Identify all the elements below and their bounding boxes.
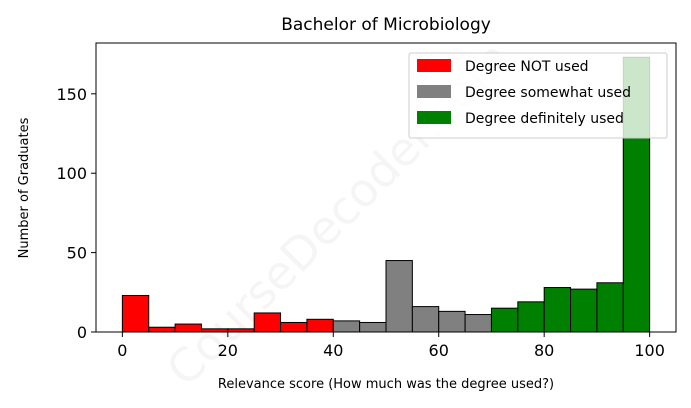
y-tick-label: 0 bbox=[77, 323, 87, 342]
y-axis-label: Number of Graduates bbox=[17, 117, 32, 258]
legend-swatch-definitely bbox=[417, 111, 451, 124]
bar-0 bbox=[121, 294, 150, 333]
x-axis: 0 20 40 60 80 100 bbox=[117, 332, 665, 360]
legend: Degree NOT used Degree somewhat used Degre… bbox=[408, 52, 668, 139]
bar-70 bbox=[490, 307, 519, 333]
y-tick-label: 150 bbox=[56, 85, 87, 104]
legend-swatch-somewhat bbox=[417, 85, 451, 98]
plot-frame bbox=[95, 42, 677, 333]
y-tick-label: 50 bbox=[67, 244, 87, 263]
legend-box bbox=[408, 52, 668, 139]
bar-60 bbox=[438, 310, 466, 333]
bar-85 bbox=[570, 288, 598, 333]
x-tick-label: 60 bbox=[429, 341, 449, 360]
legend-label-somewhat: Degree somewhat used bbox=[465, 85, 631, 101]
y-axis: 0 50 100 150 bbox=[56, 85, 96, 342]
bar-45 bbox=[359, 321, 387, 333]
legend-label-definitely: Degree definitely used bbox=[465, 111, 624, 127]
bar-50 bbox=[385, 260, 413, 333]
x-tick-label: 0 bbox=[117, 341, 127, 360]
x-tick-label: 100 bbox=[634, 341, 665, 360]
bar-55 bbox=[411, 306, 440, 333]
bar-25 bbox=[253, 312, 282, 333]
chart-title: Bachelor of Microbiology bbox=[281, 15, 491, 35]
y-tick-label: 100 bbox=[56, 164, 87, 183]
bar-65 bbox=[464, 314, 492, 333]
x-tick-label: 40 bbox=[323, 341, 343, 360]
legend-swatch-not bbox=[417, 59, 451, 72]
legend-label-not: Degree NOT used bbox=[465, 59, 589, 75]
x-tick-label: 20 bbox=[218, 341, 238, 360]
bar-90 bbox=[596, 282, 624, 333]
bar-40 bbox=[332, 320, 361, 333]
bar-10 bbox=[174, 323, 202, 333]
bar-75 bbox=[517, 301, 545, 333]
bar-35 bbox=[306, 318, 334, 333]
bar-5 bbox=[148, 326, 176, 333]
x-tick-label: 80 bbox=[534, 341, 554, 360]
x-axis-label: Relevance score (How much was the degree… bbox=[218, 377, 554, 392]
bar-80 bbox=[543, 287, 572, 333]
bar-30 bbox=[280, 321, 308, 333]
